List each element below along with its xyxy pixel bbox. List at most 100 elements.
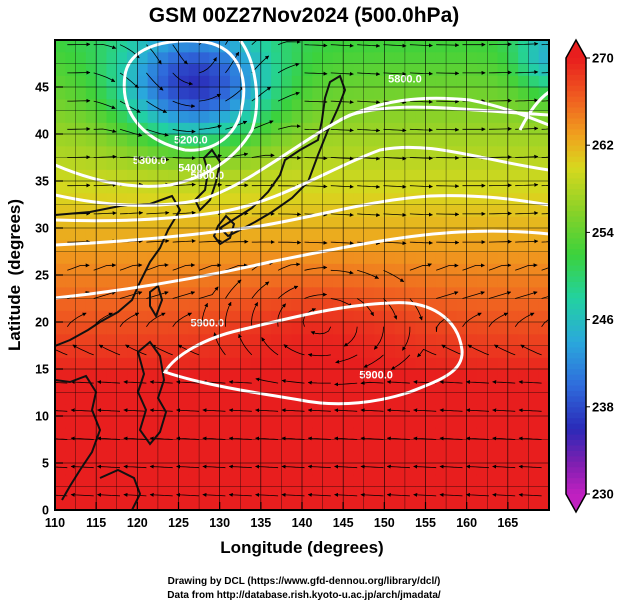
heat-cell <box>168 486 180 499</box>
heat-cell <box>404 451 416 464</box>
heat-cell <box>127 286 138 300</box>
heat-cell <box>219 404 231 417</box>
heat-cell <box>116 298 128 311</box>
streamline <box>518 436 542 441</box>
heat-cell <box>312 498 324 510</box>
heat-cell <box>374 239 385 253</box>
streamline <box>149 380 173 385</box>
heat-cell <box>332 298 344 311</box>
heat-cell <box>302 110 313 123</box>
heat-cell <box>291 192 303 206</box>
heat-cell <box>116 63 128 76</box>
heat-cell <box>497 204 509 217</box>
heat-cell <box>55 204 66 217</box>
heat-cell <box>96 486 108 499</box>
heat-cell <box>260 345 272 358</box>
streamline <box>225 51 240 74</box>
heat-cell <box>363 263 375 276</box>
streamline <box>386 436 410 441</box>
heat-cell <box>476 228 488 241</box>
streamline <box>199 93 222 102</box>
heat-cell <box>75 204 87 217</box>
heat-cell <box>404 392 416 405</box>
heat-cell <box>456 392 468 405</box>
heat-cell <box>322 322 334 335</box>
heat-cell <box>137 216 149 229</box>
heat-cell <box>302 275 313 288</box>
heat-cell <box>332 263 344 276</box>
contour-5400 <box>55 105 549 207</box>
heat-cell <box>497 181 509 194</box>
heat-cell <box>374 486 385 499</box>
colorbar-segment <box>566 439 586 446</box>
colorbar-segment <box>566 79 586 86</box>
heat-cell <box>538 451 549 464</box>
contour-5300 <box>55 40 259 188</box>
heat-cell <box>219 169 231 182</box>
heat-cell <box>199 427 210 441</box>
heat-cell <box>538 416 549 429</box>
heat-cell <box>518 263 530 276</box>
heat-cell <box>507 169 519 182</box>
heat-cell <box>147 216 159 229</box>
heat-cell <box>271 75 283 88</box>
heat-cell <box>528 75 540 88</box>
plot-area: 5200.05300.05400.05500.05800.05900.05900… <box>54 39 550 511</box>
heat-cell <box>415 204 427 217</box>
heat-cell <box>65 474 77 488</box>
heat-cell <box>404 263 416 276</box>
heat-cell <box>281 75 293 88</box>
heat-cell <box>528 228 540 241</box>
streamline <box>72 344 94 356</box>
heat-cell <box>404 310 416 323</box>
heat-cell <box>199 310 210 323</box>
heat-cell <box>322 427 334 441</box>
heat-cell <box>487 333 499 347</box>
heat-cell <box>271 333 283 347</box>
heat-cell <box>404 87 416 100</box>
heat-cell <box>127 157 138 170</box>
streamline <box>198 302 208 327</box>
heat-cell <box>240 380 252 394</box>
heat-cell <box>137 98 149 112</box>
heat-cell <box>538 251 549 264</box>
heat-cell <box>466 216 478 229</box>
heat-cell <box>446 439 457 452</box>
heat-cell <box>538 51 549 65</box>
heat-cell <box>106 239 118 253</box>
heat-cell <box>312 333 324 347</box>
heat-cell <box>157 40 169 53</box>
heat-cell <box>229 286 241 300</box>
streamline <box>123 436 147 441</box>
streamline <box>515 291 538 299</box>
streamline <box>541 184 549 187</box>
heat-cell <box>466 204 478 217</box>
heat-cell <box>425 298 437 311</box>
heat-cell <box>425 204 437 217</box>
heat-cell <box>343 192 355 206</box>
streamline <box>439 380 463 385</box>
heat-cell <box>487 251 499 264</box>
heat-cell <box>374 63 385 76</box>
streamline <box>518 464 542 469</box>
heat-cell <box>425 40 437 53</box>
heat-cell <box>209 474 221 488</box>
heat-cell <box>291 333 303 347</box>
heat-cell <box>147 498 159 510</box>
streamline <box>360 492 384 497</box>
heat-cell <box>219 181 231 194</box>
colorbar-segment <box>566 232 586 239</box>
heat-cell <box>507 63 519 76</box>
heat-cell <box>425 51 437 65</box>
heat-cell <box>435 345 447 358</box>
heat-cell <box>446 181 457 194</box>
heat-cell <box>497 40 509 53</box>
heat-cell <box>487 145 499 159</box>
heat-cell <box>85 392 97 405</box>
heat-cell <box>157 298 169 311</box>
streamline <box>278 212 302 217</box>
heat-cell <box>281 87 293 100</box>
heat-cell <box>188 498 200 510</box>
streamline <box>281 378 305 384</box>
heat-cell <box>157 98 169 112</box>
